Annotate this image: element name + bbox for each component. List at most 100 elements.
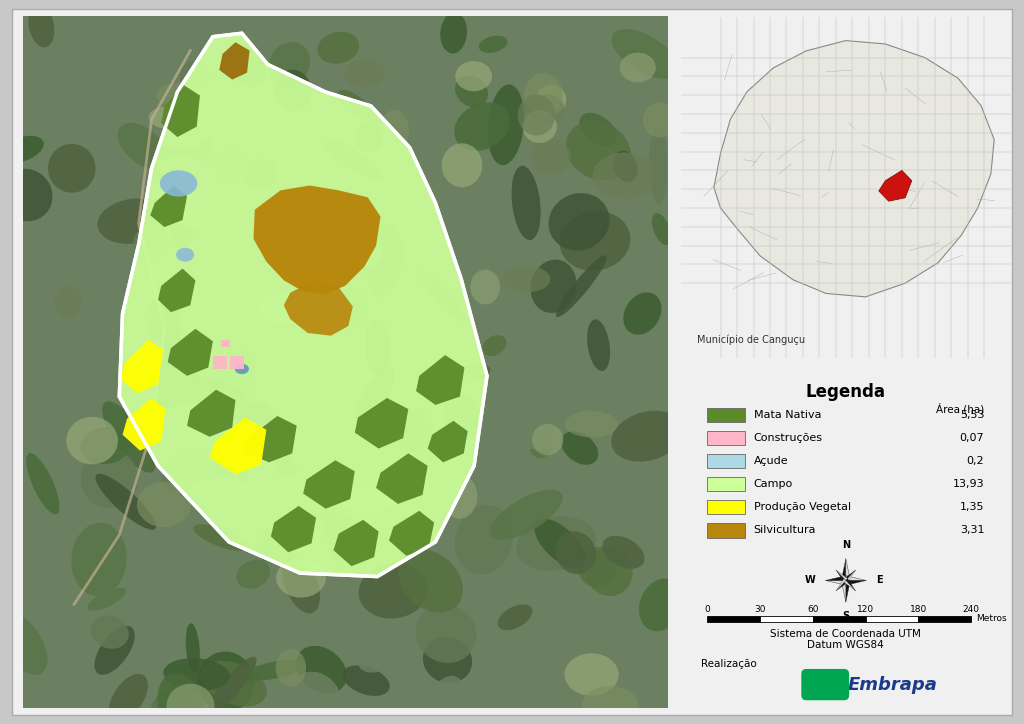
Ellipse shape [185, 623, 200, 673]
Ellipse shape [91, 615, 129, 649]
Polygon shape [245, 416, 297, 463]
Ellipse shape [498, 605, 532, 631]
Ellipse shape [482, 335, 506, 356]
Bar [708, 431, 745, 445]
Text: 30: 30 [755, 605, 766, 614]
Ellipse shape [176, 248, 195, 261]
Ellipse shape [276, 558, 326, 597]
Ellipse shape [649, 126, 668, 204]
Ellipse shape [355, 122, 382, 152]
Polygon shape [219, 42, 250, 80]
Text: Silvicultura: Silvicultura [754, 526, 816, 536]
Ellipse shape [457, 26, 490, 54]
Text: 60: 60 [807, 605, 818, 614]
Polygon shape [271, 506, 316, 552]
Polygon shape [354, 398, 409, 449]
Bar [708, 408, 745, 422]
Ellipse shape [516, 516, 596, 571]
Ellipse shape [137, 482, 191, 527]
Text: Embrapa: Embrapa [848, 676, 937, 694]
Ellipse shape [324, 140, 382, 179]
Polygon shape [846, 581, 866, 585]
Polygon shape [254, 185, 381, 294]
Bar [760, 615, 813, 623]
Ellipse shape [651, 213, 672, 245]
Ellipse shape [529, 431, 553, 458]
Ellipse shape [453, 214, 477, 235]
Ellipse shape [180, 61, 210, 90]
Ellipse shape [268, 42, 310, 85]
Ellipse shape [455, 505, 513, 575]
Ellipse shape [503, 266, 550, 292]
Ellipse shape [94, 626, 135, 675]
Ellipse shape [381, 110, 409, 151]
Text: Metros: Metros [976, 615, 1007, 623]
Ellipse shape [243, 159, 278, 188]
Ellipse shape [586, 547, 633, 596]
Ellipse shape [162, 448, 208, 491]
Text: Área (ha): Área (ha) [936, 403, 984, 414]
Ellipse shape [171, 209, 195, 248]
Bar [919, 615, 971, 623]
Ellipse shape [442, 474, 477, 518]
Polygon shape [879, 170, 911, 201]
Bar [230, 356, 245, 369]
Bar [708, 615, 760, 623]
Ellipse shape [155, 156, 203, 177]
Polygon shape [836, 570, 846, 582]
Ellipse shape [302, 419, 358, 491]
Polygon shape [842, 559, 846, 581]
Ellipse shape [358, 563, 428, 618]
Text: 180: 180 [909, 605, 927, 614]
Ellipse shape [257, 293, 318, 324]
Ellipse shape [587, 319, 610, 371]
Ellipse shape [611, 29, 679, 79]
Ellipse shape [167, 683, 214, 724]
Ellipse shape [327, 201, 376, 261]
Ellipse shape [199, 458, 240, 483]
Polygon shape [846, 570, 856, 582]
Ellipse shape [479, 35, 508, 53]
Ellipse shape [487, 85, 524, 165]
Ellipse shape [256, 530, 287, 563]
Polygon shape [119, 33, 487, 576]
Ellipse shape [226, 438, 298, 478]
Ellipse shape [580, 113, 617, 147]
Ellipse shape [193, 478, 255, 507]
Ellipse shape [556, 255, 607, 317]
Polygon shape [187, 390, 236, 437]
Ellipse shape [339, 288, 368, 327]
Ellipse shape [412, 260, 436, 306]
Ellipse shape [518, 95, 555, 135]
Ellipse shape [555, 531, 596, 574]
Ellipse shape [613, 151, 638, 182]
Ellipse shape [306, 234, 366, 272]
Ellipse shape [164, 658, 229, 691]
Ellipse shape [593, 153, 656, 199]
Ellipse shape [29, 4, 54, 47]
Ellipse shape [366, 319, 390, 374]
Ellipse shape [202, 661, 267, 707]
Polygon shape [284, 280, 353, 336]
Polygon shape [151, 185, 187, 227]
Text: Datum WGS84: Datum WGS84 [808, 640, 884, 650]
Ellipse shape [398, 550, 463, 613]
Ellipse shape [118, 123, 167, 169]
Ellipse shape [191, 376, 247, 411]
Text: 5,53: 5,53 [959, 410, 984, 420]
Ellipse shape [157, 390, 230, 404]
Ellipse shape [344, 59, 385, 87]
Ellipse shape [81, 427, 131, 464]
Polygon shape [825, 581, 846, 585]
Polygon shape [168, 329, 213, 376]
Text: Açude: Açude [754, 456, 788, 466]
Ellipse shape [535, 518, 586, 568]
Polygon shape [123, 398, 166, 450]
Text: Sistema de Coordenada UTM: Sistema de Coordenada UTM [770, 629, 922, 639]
Ellipse shape [561, 432, 598, 465]
Ellipse shape [81, 449, 138, 508]
Ellipse shape [347, 513, 397, 568]
Polygon shape [714, 41, 994, 297]
Ellipse shape [408, 0, 459, 33]
Ellipse shape [97, 198, 169, 244]
